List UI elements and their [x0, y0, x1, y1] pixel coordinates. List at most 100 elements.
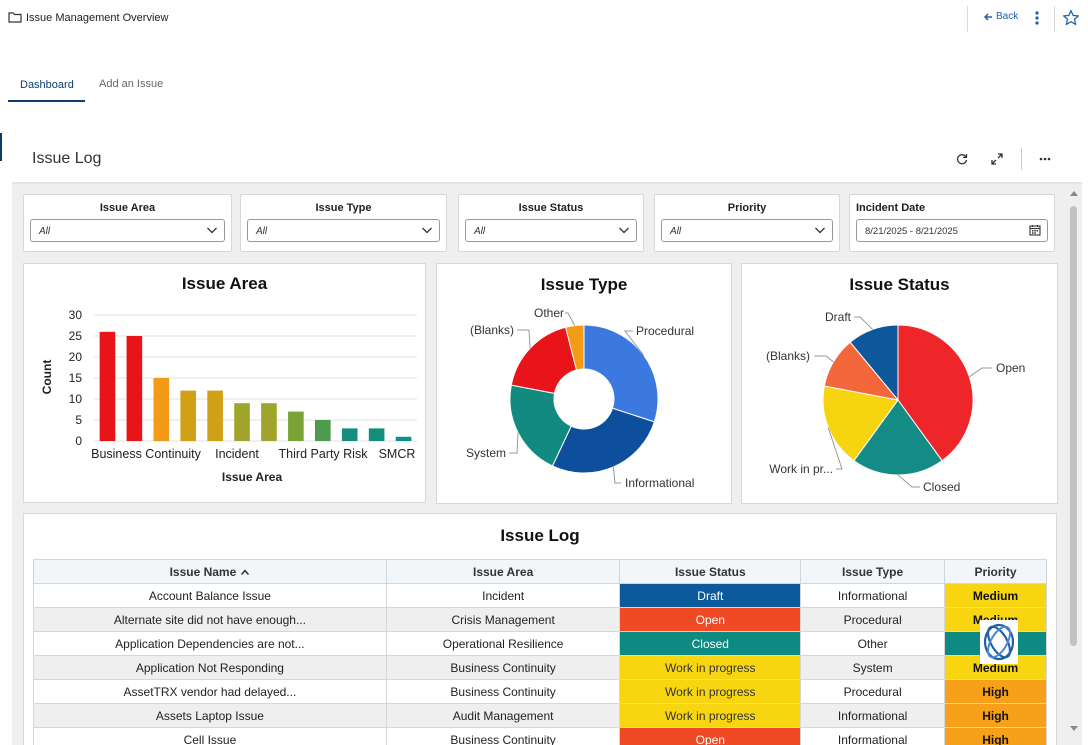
y-tick-label: 0 [75, 434, 82, 448]
cell-issue-type: Informational [800, 703, 946, 728]
select-value: All [256, 226, 268, 237]
more-vertical-icon[interactable] [1032, 10, 1042, 26]
pie-slice [822, 385, 899, 462]
panel-header: Issue Log [12, 140, 1082, 184]
cell-issue-area: Incident [385, 583, 621, 608]
more-horizontal-icon[interactable] [1038, 152, 1052, 166]
issue-status-select[interactable]: All [465, 219, 637, 242]
cell-issue-name: Application Dependencies are not... [33, 631, 387, 656]
leader-line [854, 316, 873, 330]
brand-logo-icon[interactable] [980, 620, 1018, 664]
cell-issue-area: Audit Management [385, 703, 621, 728]
issue-log-table: Issue Name Issue Area Issue Status Issue… [33, 559, 1047, 745]
slice-label: Informational [625, 476, 694, 490]
y-tick-label: 5 [75, 413, 82, 427]
column-header-issue-area[interactable]: Issue Area [385, 559, 621, 584]
scroll-down-icon[interactable] [1068, 724, 1080, 734]
issue-type-donut-chart: Procedural Informational System (Blanks) Oth… [466, 306, 694, 490]
cell-issue-status: Work in progress [619, 655, 802, 680]
issue-status-chart-card: Issue Status Open Closed Work in pr... (Bla… [741, 263, 1058, 504]
cell-issue-status: Draft [619, 583, 802, 608]
bar [234, 403, 250, 441]
issue-area-bar-chart: 0 5 10 15 20 25 30 Business Continuity Incident T… [40, 308, 417, 484]
cell-issue-name: Cell Issue [33, 727, 387, 745]
cell-issue-name: AssetTRX vendor had delayed... [33, 679, 387, 704]
leader-line [612, 466, 621, 484]
divider [1021, 148, 1022, 170]
tab-add-an-issue[interactable]: Add an Issue [99, 78, 164, 90]
table-row[interactable]: Assets Laptop Issue Audit Management Work … [33, 703, 1047, 728]
y-axis-title: Count [40, 360, 54, 395]
app-title: Issue Management Overview [26, 12, 169, 24]
table-row[interactable]: Cell Issue Business Continuity Open Informa… [33, 727, 1047, 745]
filter-priority: Priority All [654, 194, 840, 252]
vertical-scrollbar[interactable] [1068, 186, 1080, 745]
table-row[interactable]: AssetTRX vendor had delayed... Business C… [33, 679, 1047, 704]
y-tick-label: 25 [69, 329, 83, 343]
bar [341, 428, 358, 441]
pie-slice [551, 407, 656, 474]
cell-priority: Medium [944, 583, 1047, 608]
issue-type-select[interactable]: All [247, 219, 440, 242]
pie-slice [510, 326, 578, 394]
cell-priority: High [944, 679, 1047, 704]
slice-label: Closed [923, 480, 960, 494]
table-row[interactable]: Application Not Responding Business Conti… [33, 655, 1047, 680]
cell-issue-type: Other [800, 631, 946, 656]
cell-issue-area: Business Continuity [385, 655, 621, 680]
column-header-issue-type[interactable]: Issue Type [800, 559, 946, 584]
refresh-icon[interactable] [955, 152, 969, 166]
slice-label: (Blanks) [470, 323, 514, 337]
leader-line [623, 330, 645, 356]
calendar-icon[interactable] [1029, 224, 1041, 236]
date-range-value: 8/21/2025 - 8/21/2025 [865, 226, 958, 237]
y-tick-label: 15 [69, 371, 83, 385]
table-row[interactable]: Alternate site did not have enough... Cri… [33, 607, 1047, 632]
filter-label: Priority [727, 202, 767, 214]
pie-slice [564, 324, 585, 371]
slice-label: Draft [825, 310, 852, 324]
chevron-down-icon [207, 227, 217, 234]
cell-issue-area: Crisis Management [385, 607, 621, 632]
table-title: Issue Log [500, 526, 580, 545]
pie-slice [897, 324, 974, 462]
issue-area-select[interactable]: All [30, 219, 225, 242]
scroll-up-icon[interactable] [1068, 188, 1080, 198]
cell-issue-status: Open [619, 607, 802, 632]
column-header-priority[interactable]: Priority [944, 559, 1047, 584]
left-accent [0, 133, 2, 161]
scroll-thumb[interactable] [1070, 206, 1077, 646]
expand-icon[interactable] [990, 152, 1004, 166]
filter-issue-area: Issue Area All [23, 194, 232, 252]
leader-line [517, 329, 531, 349]
table-row[interactable]: Application Dependencies are not... Opera… [33, 631, 1047, 656]
chevron-down-icon [815, 227, 825, 234]
back-button[interactable]: Back [983, 11, 1018, 22]
tab-dashboard[interactable]: Dashboard [20, 79, 74, 91]
incident-date-input[interactable]: 8/21/2025 - 8/21/2025 [856, 219, 1048, 242]
column-header-issue-name[interactable]: Issue Name [33, 559, 387, 584]
slice-label: Work in pr... [769, 462, 833, 476]
bar [261, 403, 277, 441]
back-label: Back [996, 11, 1019, 22]
dashboard-content: Issue Area All Issue Type All Issue Stat… [12, 184, 1082, 745]
table-header-row: Issue Name Issue Area Issue Status Issue… [33, 559, 1047, 584]
priority-select[interactable]: All [661, 219, 833, 242]
star-icon[interactable] [1062, 9, 1080, 27]
cell-issue-type: Procedural [800, 679, 946, 704]
filter-label: Issue Type [315, 202, 372, 214]
panel-title: Issue Log [32, 150, 102, 167]
filter-label: Issue Area [99, 202, 156, 214]
cell-issue-status: Open [619, 727, 802, 745]
y-tick-label: 30 [69, 308, 83, 322]
chart-title: Issue Status [849, 275, 950, 294]
column-header-label: Issue Name [169, 564, 237, 579]
chevron-down-icon [619, 227, 629, 234]
cell-issue-type: System [800, 655, 946, 680]
column-header-issue-status[interactable]: Issue Status [619, 559, 802, 584]
table-row[interactable]: Account Balance Issue Incident Draft Inform… [33, 583, 1047, 608]
cell-issue-type: Informational [800, 583, 946, 608]
bar [314, 420, 331, 441]
leader-line [509, 432, 519, 454]
divider [1054, 6, 1055, 32]
